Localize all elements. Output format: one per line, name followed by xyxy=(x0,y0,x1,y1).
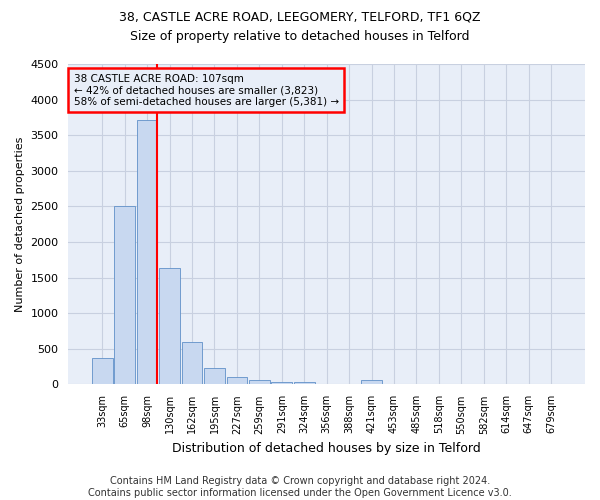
Y-axis label: Number of detached properties: Number of detached properties xyxy=(15,136,25,312)
Bar xyxy=(204,368,225,384)
Bar xyxy=(361,380,382,384)
Text: 38 CASTLE ACRE ROAD: 107sqm
← 42% of detached houses are smaller (3,823)
58% of : 38 CASTLE ACRE ROAD: 107sqm ← 42% of det… xyxy=(74,74,338,107)
Bar xyxy=(115,206,135,384)
Bar xyxy=(182,342,202,384)
Text: 38, CASTLE ACRE ROAD, LEEGOMERY, TELFORD, TF1 6QZ: 38, CASTLE ACRE ROAD, LEEGOMERY, TELFORD… xyxy=(119,10,481,23)
Bar xyxy=(249,380,269,384)
Bar xyxy=(294,382,314,384)
Bar xyxy=(159,268,180,384)
Text: Contains HM Land Registry data © Crown copyright and database right 2024.
Contai: Contains HM Land Registry data © Crown c… xyxy=(88,476,512,498)
Bar xyxy=(227,376,247,384)
Bar xyxy=(271,382,292,384)
Bar xyxy=(137,120,157,384)
X-axis label: Distribution of detached houses by size in Telford: Distribution of detached houses by size … xyxy=(172,442,481,455)
Text: Size of property relative to detached houses in Telford: Size of property relative to detached ho… xyxy=(130,30,470,43)
Bar xyxy=(92,358,113,384)
